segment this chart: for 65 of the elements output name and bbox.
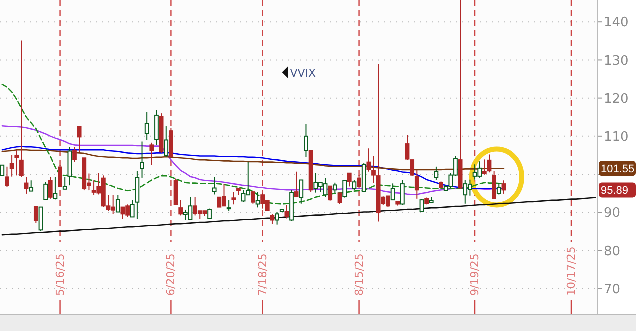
candlestick [29, 180, 34, 192]
candlestick [328, 186, 333, 202]
candlestick [270, 214, 275, 225]
y-tick-label: 110 [604, 130, 629, 145]
candlestick [304, 124, 308, 158]
candlestick [0, 164, 5, 177]
x-tick-label: 6/20/25 [164, 254, 178, 296]
candlestick [342, 180, 348, 198]
candlestick [299, 180, 304, 204]
candlestick [390, 183, 396, 201]
candlestick [5, 166, 10, 188]
candlestick [164, 126, 169, 158]
candlestick [150, 142, 154, 166]
candlestick [338, 192, 342, 205]
candlestick [116, 194, 120, 213]
x-tick-label: 10/17/25 [564, 246, 578, 296]
candlestick [275, 212, 280, 226]
candlestick [400, 180, 405, 206]
annotation: VVIX [290, 67, 317, 80]
line-series [2, 84, 505, 205]
candlestick [53, 176, 58, 200]
candlestick [48, 176, 53, 200]
candlestick [20, 40, 24, 178]
y-tick-label: 140 [604, 16, 629, 31]
candlestick [251, 192, 256, 204]
y-tick-label: 130 [604, 54, 629, 69]
y-tick-label: 70 [604, 282, 621, 298]
x-tick-label: 8/15/25 [352, 254, 366, 296]
candlestick [256, 192, 260, 208]
candlestick [24, 176, 29, 194]
candlestick [62, 176, 68, 190]
candlestick [77, 126, 82, 153]
y-tick-label: 120 [604, 92, 629, 107]
candlestick [212, 176, 217, 196]
candlestick [332, 182, 338, 194]
candlestick [347, 172, 352, 188]
candlestick [130, 200, 135, 218]
x-tick-label: 5/16/25 [54, 254, 67, 296]
y-tick-label: 90 [604, 206, 621, 222]
line-series [2, 197, 596, 236]
candlestick [502, 180, 506, 194]
x-tick-label: 7/18/25 [256, 254, 270, 296]
candlestick [178, 200, 184, 216]
candlestick [352, 180, 357, 191]
candlestick [72, 146, 77, 163]
candlestick [140, 141, 144, 178]
candlestick [420, 198, 424, 212]
x-tick-label: 9/19/25 [468, 254, 482, 296]
candlestick [226, 200, 232, 212]
candlestick [232, 192, 236, 206]
candlestick [38, 206, 44, 232]
candlestick [144, 112, 150, 141]
annotation: 101.55 [601, 163, 635, 176]
candlestick [294, 171, 299, 198]
candlestick [434, 166, 439, 181]
candlestick [14, 150, 20, 176]
candlestick [10, 154, 14, 178]
candlestick [284, 204, 290, 220]
y-tick-label: 80 [604, 244, 621, 260]
candlestick [44, 182, 48, 200]
candlestick [492, 170, 497, 200]
text: 95.89 [601, 185, 629, 198]
candlestick [34, 206, 38, 224]
candlestick [414, 170, 420, 200]
candlestick [208, 208, 212, 220]
